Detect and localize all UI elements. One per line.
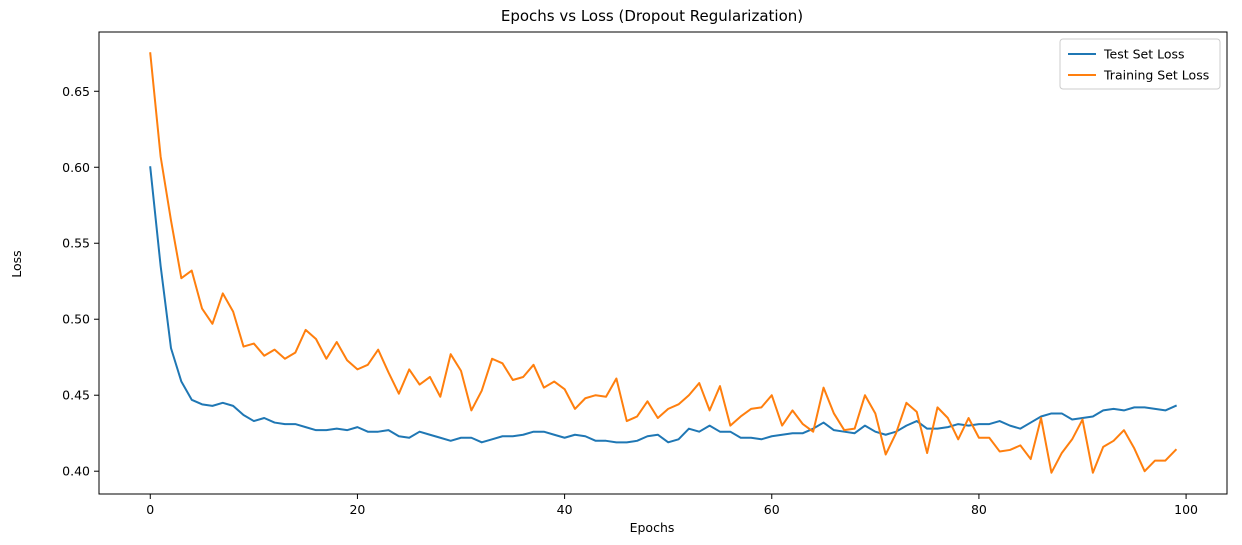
- series-line-2: [149, 52, 1178, 474]
- y-tick-label: 0.45: [62, 388, 90, 403]
- y-tick-label: 0.40: [62, 464, 90, 479]
- legend-label-2: Training Set Loss: [1103, 68, 1209, 83]
- y-axis-label: Loss: [9, 250, 24, 277]
- chart-title: Epochs vs Loss (Dropout Regularization): [501, 7, 803, 25]
- plot-area: [98, 31, 1228, 495]
- legend-label-1: Test Set Loss: [1103, 47, 1185, 62]
- x-tick-label: 20: [349, 502, 365, 517]
- x-axis-label: Epochs: [630, 520, 675, 535]
- x-tick-label: 40: [557, 502, 573, 517]
- x-tick-label: 80: [971, 502, 987, 517]
- y-tick-label: 0.55: [62, 236, 90, 251]
- y-tick-label: 0.65: [62, 84, 90, 99]
- y-tick-label: 0.60: [62, 160, 90, 175]
- x-axis-ticks: 0 20 40 60 80 100: [146, 494, 1198, 517]
- x-tick-label: 100: [1174, 502, 1198, 517]
- y-axis-ticks: 0.40 0.45 0.50 0.55 0.60 0.65: [62, 84, 99, 479]
- axes-frame: [98, 31, 1228, 495]
- legend: Test Set Loss Training Set Loss: [1059, 38, 1221, 90]
- x-tick-label: 60: [764, 502, 780, 517]
- series-line-1: [149, 166, 1178, 444]
- legend-box: [1059, 38, 1221, 90]
- x-tick-label: 0: [146, 502, 154, 517]
- y-tick-label: 0.50: [62, 312, 90, 327]
